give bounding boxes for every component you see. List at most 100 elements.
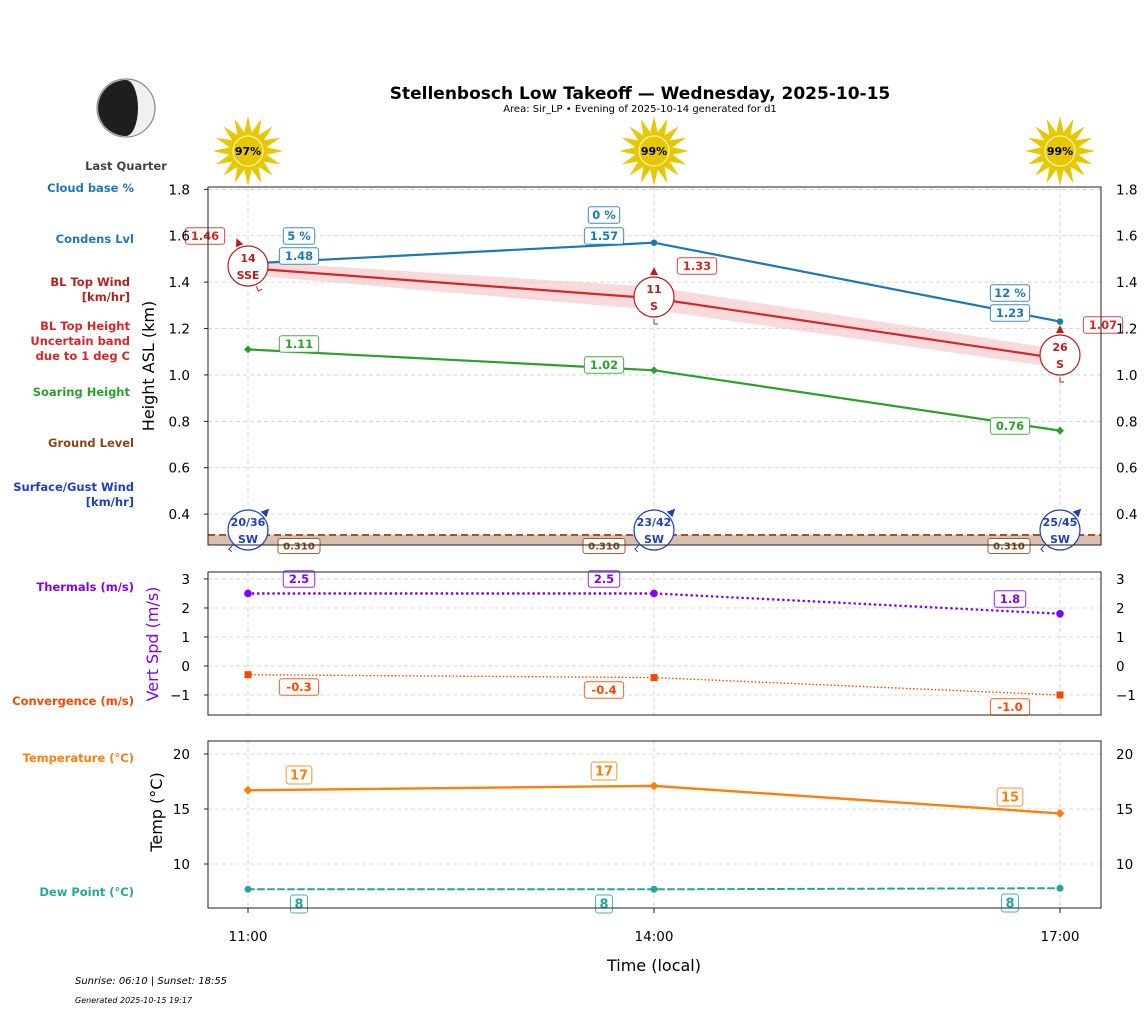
wind-tail-icon bbox=[1059, 377, 1064, 383]
y-tick-label-right: 1.2 bbox=[1116, 322, 1137, 338]
bl-top-wind-speed: 26 bbox=[1052, 341, 1068, 354]
sun-icon: 99% bbox=[619, 116, 689, 186]
side-label-bl-height-2: Uncertain band bbox=[30, 334, 130, 348]
cloud-pct-label: 12 % bbox=[989, 284, 1031, 302]
thermals-label: 1.8 bbox=[993, 590, 1027, 608]
cloud-pct-label-text: 12 % bbox=[994, 286, 1026, 300]
side-label-ground: Ground Level bbox=[48, 436, 134, 450]
dewpoint-label: 8 bbox=[1001, 893, 1019, 913]
y-tick-label-right: 0.6 bbox=[1116, 461, 1137, 477]
thermals-label-box bbox=[282, 570, 316, 588]
y-tick-label-left: 0.6 bbox=[169, 461, 190, 477]
y-tick-label-left: 0 bbox=[181, 659, 190, 675]
dewpoint-point bbox=[650, 885, 658, 893]
ground-level-label: 0.310 bbox=[987, 538, 1031, 554]
y-tick-label-right: 1.8 bbox=[1116, 182, 1137, 198]
y-tick-label-right: 0.8 bbox=[1116, 414, 1137, 430]
moon-icon bbox=[96, 78, 156, 138]
cloud-pct-label-box bbox=[587, 206, 621, 224]
wind-arrow-icon bbox=[1056, 325, 1064, 333]
y-tick-label-right: 3 bbox=[1116, 572, 1125, 588]
vertspeed-ylabel: Vert Spd (m/s) bbox=[143, 587, 162, 702]
side-label-convergence: Convergence (m/s) bbox=[12, 694, 134, 708]
soaring-label-box bbox=[989, 417, 1031, 435]
thermals-point bbox=[650, 589, 658, 598]
convergence-point bbox=[244, 671, 252, 679]
y-tick-label-left: −1 bbox=[170, 688, 190, 704]
dewpoint-label-text: 8 bbox=[294, 898, 303, 913]
thermals-label: 2.5 bbox=[587, 570, 621, 588]
temperature-label-text: 17 bbox=[595, 765, 613, 780]
ground-level-label: 0.310 bbox=[277, 538, 321, 554]
cloud-pct-label: 0 % bbox=[587, 206, 621, 224]
thermals-label-box bbox=[587, 570, 621, 588]
surface-wind-ring bbox=[227, 509, 269, 551]
side-label-cloud-base: Cloud base % bbox=[47, 181, 134, 195]
condens-label: 1.23 bbox=[989, 304, 1031, 322]
surface-wind: 25/45 SW bbox=[1039, 508, 1082, 553]
sun-percent-label: 99% bbox=[1047, 145, 1073, 158]
temperature-label: 15 bbox=[996, 787, 1024, 807]
surface-wind: 23/42 SW bbox=[633, 508, 676, 553]
convergence-label-text: -0.4 bbox=[591, 683, 616, 697]
soaring-label-box bbox=[583, 356, 625, 374]
side-label-temperature: Temperature (°C) bbox=[23, 751, 134, 765]
condens-label: 1.57 bbox=[583, 227, 625, 245]
bl-top-wind-direction: S bbox=[650, 300, 658, 313]
sun-disc bbox=[638, 135, 670, 167]
ground-level-label-text: 0.310 bbox=[588, 542, 620, 553]
chart-subtitle: Area: Sir_LP • Evening of 2025-10-14 gen… bbox=[503, 104, 777, 115]
surface-wind-speed: 23/42 bbox=[637, 516, 672, 529]
surface-wind: 20/36 SW bbox=[227, 508, 270, 553]
wind-arrow-icon bbox=[1072, 508, 1082, 518]
y-tick-label-left: 1.8 bbox=[169, 182, 190, 198]
ground-level-label-text: 0.310 bbox=[283, 542, 315, 553]
thermals-line bbox=[246, 592, 1062, 616]
bl-top-label-text: 1.07 bbox=[1089, 318, 1117, 332]
ground-level-label: 0.310 bbox=[582, 538, 626, 554]
y-tick-label-right: 1.6 bbox=[1116, 229, 1137, 245]
y-tick-label-left: 0.8 bbox=[169, 414, 190, 430]
condens-label: 1.48 bbox=[278, 247, 320, 265]
temperature-label-box bbox=[996, 787, 1024, 807]
side-label-bl-height-1: BL Top Height bbox=[40, 319, 130, 333]
surface-wind-direction: SW bbox=[644, 533, 664, 546]
convergence-label: -0.3 bbox=[278, 678, 320, 696]
y-tick-label-left: 1 bbox=[181, 630, 190, 646]
convergence-label-box bbox=[278, 678, 320, 696]
temperature-label: 17 bbox=[285, 765, 313, 785]
bl-top-label: 1.33 bbox=[676, 257, 718, 275]
temperature-point bbox=[649, 781, 659, 791]
bl-top-wind: 14 SSE bbox=[227, 238, 269, 292]
bl-top-wind-ring bbox=[633, 276, 675, 318]
sun-percent-label: 97% bbox=[235, 145, 261, 158]
y-tick-label-right: 1 bbox=[1116, 630, 1125, 646]
y-tick-label-left: 20 bbox=[173, 747, 190, 763]
temperature-point bbox=[1055, 808, 1065, 818]
ground-level-label-box bbox=[987, 538, 1031, 554]
bl-top-wind: 26 S bbox=[1039, 325, 1081, 383]
wind-arrow-icon bbox=[235, 238, 244, 248]
sun-icon: 99% bbox=[1025, 116, 1095, 186]
x-tick-label: 14:00 bbox=[635, 929, 674, 945]
sun-percent-label: 99% bbox=[641, 145, 667, 158]
y-tick-label-left: 1.0 bbox=[169, 368, 190, 384]
condens-point bbox=[1056, 318, 1064, 325]
y-tick-label-right: 1.4 bbox=[1116, 275, 1137, 291]
sun-icon: 97% bbox=[213, 116, 283, 186]
y-tick-label-left: 3 bbox=[181, 572, 190, 588]
condens-label-text: 1.57 bbox=[590, 229, 618, 243]
y-tick-label-right: 2 bbox=[1116, 601, 1125, 617]
dewpoint-label-text: 8 bbox=[1005, 897, 1014, 912]
bl-top-label-box bbox=[676, 257, 718, 275]
surface-wind-speed: 20/36 bbox=[231, 516, 266, 529]
convergence-label-text: -0.3 bbox=[286, 680, 311, 694]
side-label-bl-height-3: due to 1 deg C bbox=[36, 349, 130, 363]
soaring-label-box bbox=[278, 335, 320, 353]
ground-level-label-box bbox=[277, 538, 321, 554]
y-tick-label-right: 20 bbox=[1116, 747, 1133, 763]
temperature-label-box bbox=[285, 765, 313, 785]
y-tick-label-left: 1.6 bbox=[169, 229, 190, 245]
bl-top-label-text: 1.33 bbox=[683, 259, 711, 273]
surface-wind-direction: SW bbox=[1050, 533, 1070, 546]
